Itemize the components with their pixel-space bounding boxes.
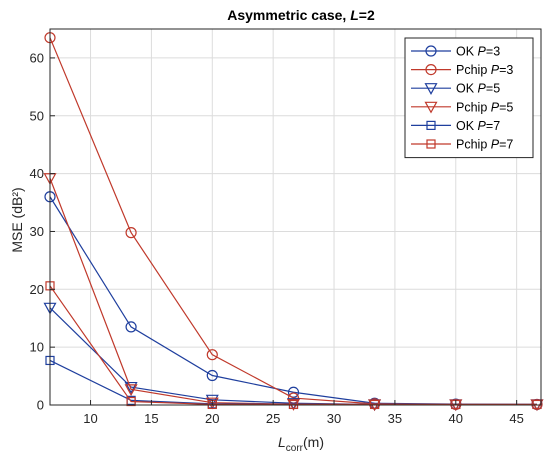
legend-label: OK P=7 — [456, 119, 500, 133]
y-tick-label: 60 — [30, 50, 44, 65]
legend-entry: OK P=3 — [411, 45, 500, 59]
y-tick-label: 40 — [30, 166, 44, 181]
legend-label: Pchip P=7 — [456, 138, 513, 152]
x-tick-label: 40 — [449, 411, 463, 426]
x-tick-label: 45 — [509, 411, 523, 426]
data-point — [126, 396, 136, 407]
legend-entry: Pchip P=7 — [411, 138, 513, 152]
x-tick-label: 25 — [266, 411, 280, 426]
x-tick-label: 30 — [327, 411, 341, 426]
legend-entry: Pchip P=5 — [411, 100, 513, 114]
x-tick-label: 35 — [388, 411, 402, 426]
legend-entry: Pchip P=3 — [411, 63, 513, 77]
axes-box — [49, 28, 542, 406]
legend-marker — [425, 45, 437, 57]
chart-title: Asymmetric case, L=2 — [227, 7, 375, 23]
y-tick-label: 30 — [30, 224, 44, 239]
legend: OK P=3 Pchip P=3 OK P=5 Pchip P=5 OK P=7 Pchi… — [404, 37, 534, 159]
legend-label: OK P=5 — [456, 82, 500, 96]
x-axis-label: Lcorr(m) — [278, 434, 324, 454]
data-point — [206, 369, 218, 382]
legend-label: Pchip P=3 — [456, 63, 513, 77]
legend-entry: OK P=5 — [411, 82, 500, 96]
legend-marker — [426, 139, 436, 149]
legend-marker — [425, 63, 437, 76]
y-tick-label: 20 — [30, 282, 44, 297]
legend-label: OK P=3 — [456, 45, 500, 59]
legend-marker — [426, 120, 436, 131]
data-point — [125, 227, 137, 239]
y-tick-label: 50 — [30, 108, 44, 123]
data-point — [206, 349, 218, 361]
data-point — [369, 399, 380, 410]
data-point — [125, 321, 137, 333]
legend-label: Pchip P=5 — [456, 100, 513, 114]
data-point — [124, 381, 138, 394]
y-axis-label: MSE (dB²) — [9, 187, 25, 252]
data-point — [287, 386, 300, 398]
legend-box — [404, 37, 534, 159]
x-tick-label: 20 — [205, 411, 219, 426]
ticks: 10 15 20 25 30 35 40 45 0 10 20 30 40 50 60 — [30, 50, 524, 426]
x-tick-label: 15 — [144, 411, 158, 426]
legend-marker — [424, 83, 438, 95]
legend-marker — [424, 101, 438, 114]
data-point — [288, 399, 299, 410]
data-point — [124, 384, 138, 397]
y-tick-label: 0 — [37, 398, 44, 413]
legend-entry: OK P=7 — [411, 119, 500, 133]
x-tick-label: 10 — [83, 411, 97, 426]
y-tick-label: 10 — [30, 340, 44, 355]
